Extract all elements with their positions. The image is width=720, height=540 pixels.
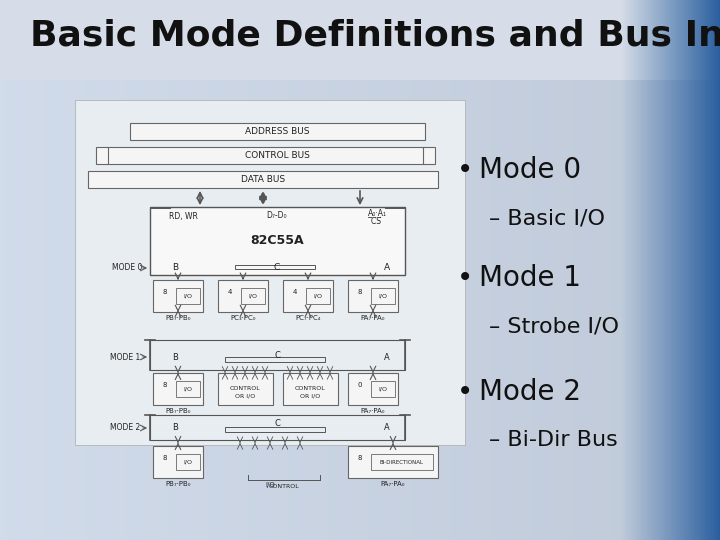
Bar [225,427,325,432]
Text: Mode 0: Mode 0 [480,156,581,184]
Text: •: • [457,156,474,184]
Text: PB₇·PB₀: PB₇·PB₀ [166,481,191,487]
Bar [150,415,405,440]
Text: I/O: I/O [265,482,275,488]
Text: PA₇·PA₀: PA₇·PA₀ [361,315,385,321]
Text: 0: 0 [358,382,362,388]
Bar [241,288,265,304]
Text: 8: 8 [163,289,167,295]
Text: C: C [274,420,280,429]
Text: – Strobe I/O: – Strobe I/O [489,316,619,337]
Bar [235,265,315,269]
Text: 4: 4 [293,289,297,295]
Bar [348,373,398,405]
Text: OR I/O: OR I/O [300,394,320,399]
Text: A: A [384,353,390,361]
Bar [283,280,333,312]
Text: PC₇·PC₄: PC₇·PC₄ [295,315,320,321]
Text: A: A [384,264,390,273]
Text: OR I/O: OR I/O [235,394,255,399]
Bar [283,373,338,405]
Bar [176,381,200,397]
Text: I/O: I/O [184,387,192,392]
Bar [225,357,325,362]
Bar [75,100,465,445]
Bar [176,288,200,304]
Text: – Bi-Dir Bus: – Bi-Dir Bus [489,430,618,450]
Text: CONTROL: CONTROL [230,386,261,390]
Text: DATA BUS: DATA BUS [241,174,285,184]
Bar [130,123,425,140]
Text: A: A [384,423,390,433]
Text: Mode 1: Mode 1 [480,264,581,292]
Text: 8: 8 [163,455,167,461]
Text: ̅C̅S̅: ̅C̅S̅ [372,218,382,226]
Bar [153,446,203,478]
Text: 82C55A: 82C55A [250,234,304,247]
Bar [153,373,203,405]
Text: MODE 0: MODE 0 [112,264,143,273]
Bar [150,340,405,370]
Bar [348,280,398,312]
Bar [306,288,330,304]
Bar [153,280,203,312]
Text: PB₇·PB₀: PB₇·PB₀ [166,315,191,321]
Text: PA₇·PA₀: PA₇·PA₀ [361,408,385,414]
Bar [96,147,108,164]
Text: RD, WR: RD, WR [168,212,197,220]
Text: B: B [172,264,178,273]
Bar [218,280,268,312]
Text: I/O: I/O [379,387,387,392]
Text: BI-DIRECTIONAL: BI-DIRECTIONAL [380,460,424,464]
Bar [218,373,273,405]
Bar [371,288,395,304]
Text: B: B [172,353,178,361]
Text: C: C [274,262,280,272]
Bar [371,454,433,470]
Text: B: B [172,423,178,433]
Text: MODE 1: MODE 1 [110,353,140,361]
Bar [176,454,200,470]
Text: Mode 2: Mode 2 [480,377,581,406]
Text: ADDRESS BUS: ADDRESS BUS [245,127,310,137]
Text: CONTROL: CONTROL [294,386,325,390]
Bar [348,446,438,478]
Text: – Basic I/O: – Basic I/O [489,208,606,229]
Text: CONTROL: CONTROL [269,483,300,489]
Bar [150,207,405,275]
Text: I/O: I/O [379,294,387,299]
Text: 8: 8 [358,289,362,295]
Text: 8: 8 [163,382,167,388]
Text: MODE 2: MODE 2 [110,423,140,433]
Text: I/O: I/O [248,294,258,299]
Text: CONTROL BUS: CONTROL BUS [245,151,310,159]
Bar [105,147,425,164]
Text: I/O: I/O [184,294,192,299]
Bar [88,171,438,188]
Text: 8: 8 [358,455,362,461]
Text: A₀·A₁: A₀·A₁ [367,210,387,219]
Text: PB₇·PB₀: PB₇·PB₀ [166,408,191,414]
Text: PA₇·PA₀: PA₇·PA₀ [381,481,405,487]
Text: D₇-D₀: D₇-D₀ [266,212,287,220]
Text: 4: 4 [228,289,232,295]
Bar [423,147,435,164]
Text: I/O: I/O [184,460,192,464]
Text: I/O: I/O [313,294,323,299]
Text: PC₃·PC₀: PC₃·PC₀ [230,315,256,321]
Text: •: • [457,264,474,292]
Bar [371,381,395,397]
Text: C: C [274,350,280,360]
Text: •: • [457,377,474,406]
Text: Basic Mode Definitions and Bus Int: Basic Mode Definitions and Bus Int [30,18,720,52]
